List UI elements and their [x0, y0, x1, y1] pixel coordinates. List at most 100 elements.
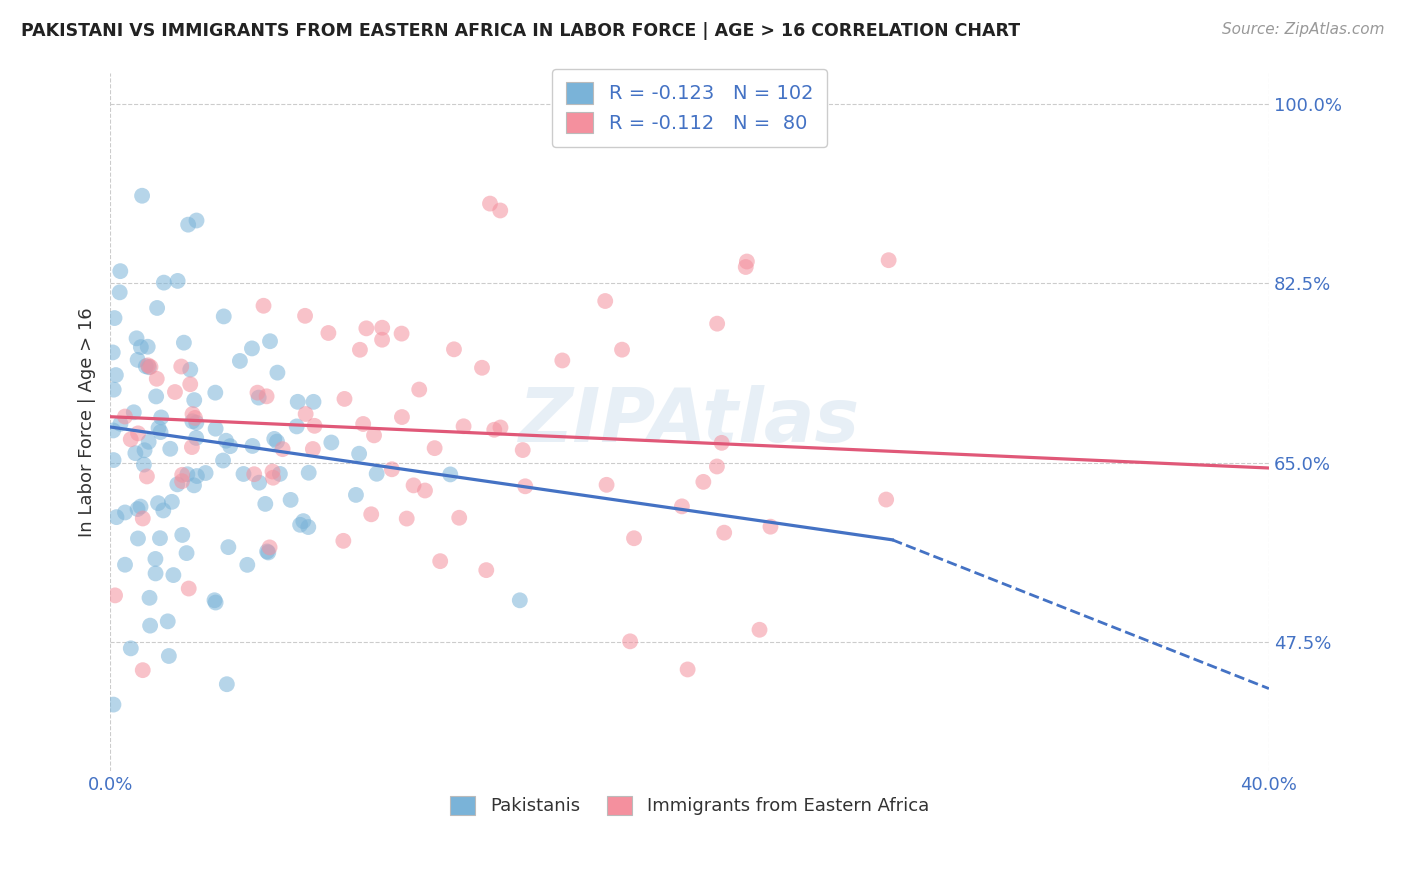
Legend: Pakistanis, Immigrants from Eastern Africa: Pakistanis, Immigrants from Eastern Afri… [441, 787, 938, 824]
Point [366, 467, 388, 481]
Point [173, 335, 195, 350]
Point [734, 260, 756, 274]
Point [551, 353, 574, 368]
Point [259, 334, 281, 349]
Point [162, 568, 184, 582]
Point [122, 405, 145, 419]
Point [180, 440, 202, 454]
Point [204, 593, 226, 607]
Point [402, 478, 425, 492]
Point [159, 442, 181, 456]
Point [247, 475, 270, 490]
Point [172, 528, 194, 542]
Point [619, 634, 641, 648]
Point [292, 514, 315, 528]
Point [103, 453, 125, 467]
Point [713, 525, 735, 540]
Point [129, 340, 152, 354]
Point [110, 264, 132, 278]
Point [247, 391, 270, 405]
Point [181, 407, 204, 421]
Point [139, 618, 162, 632]
Point [610, 343, 633, 357]
Point [135, 359, 157, 374]
Point [356, 321, 378, 335]
Point [263, 432, 285, 446]
Point [217, 540, 239, 554]
Point [302, 442, 325, 456]
Point [166, 477, 188, 491]
Point [138, 591, 160, 605]
Text: ZIPAtlas: ZIPAtlas [519, 385, 860, 458]
Point [423, 441, 446, 455]
Point [246, 385, 269, 400]
Point [243, 467, 266, 482]
Point [623, 531, 645, 545]
Point [135, 469, 157, 483]
Point [131, 188, 153, 202]
Point [363, 428, 385, 442]
Point [257, 545, 280, 559]
Point [242, 439, 264, 453]
Point [146, 301, 169, 315]
Point [129, 500, 152, 514]
Y-axis label: In Labor Force | Age > 16: In Labor Force | Age > 16 [79, 307, 96, 537]
Point [269, 467, 291, 481]
Point [413, 483, 436, 498]
Point [183, 478, 205, 492]
Point [509, 593, 531, 607]
Point [177, 218, 200, 232]
Point [298, 466, 321, 480]
Point [381, 462, 404, 476]
Point [170, 359, 193, 374]
Point [271, 442, 294, 457]
Point [103, 698, 125, 712]
Point [489, 420, 512, 434]
Point [229, 354, 252, 368]
Point [294, 407, 316, 421]
Point [344, 488, 367, 502]
Point [304, 418, 326, 433]
Point [759, 519, 782, 533]
Point [371, 333, 394, 347]
Point [371, 320, 394, 334]
Point [332, 533, 354, 548]
Point [157, 648, 180, 663]
Point [671, 500, 693, 514]
Point [110, 417, 132, 431]
Point [347, 447, 370, 461]
Point [475, 563, 498, 577]
Point [262, 471, 284, 485]
Point [212, 310, 235, 324]
Point [408, 383, 430, 397]
Point [595, 478, 617, 492]
Point [101, 345, 124, 359]
Point [333, 392, 356, 406]
Point [149, 425, 172, 439]
Point [160, 495, 183, 509]
Point [352, 417, 374, 431]
Point [127, 532, 149, 546]
Point [132, 511, 155, 525]
Point [710, 435, 733, 450]
Point [136, 359, 159, 373]
Point [443, 343, 465, 357]
Point [735, 254, 758, 268]
Point [176, 546, 198, 560]
Text: PAKISTANI VS IMMIGRANTS FROM EASTERN AFRICA IN LABOR FORCE | AGE > 16 CORRELATIO: PAKISTANI VS IMMIGRANTS FROM EASTERN AFR… [21, 22, 1021, 40]
Point [132, 663, 155, 677]
Point [114, 558, 136, 572]
Point [349, 343, 371, 357]
Point [138, 434, 160, 449]
Point [150, 410, 173, 425]
Point [108, 285, 131, 300]
Point [288, 517, 311, 532]
Point [449, 510, 471, 524]
Point [512, 443, 534, 458]
Point [172, 467, 194, 482]
Point [215, 677, 238, 691]
Point [453, 419, 475, 434]
Point [139, 359, 162, 374]
Point [515, 479, 537, 493]
Point [212, 453, 235, 467]
